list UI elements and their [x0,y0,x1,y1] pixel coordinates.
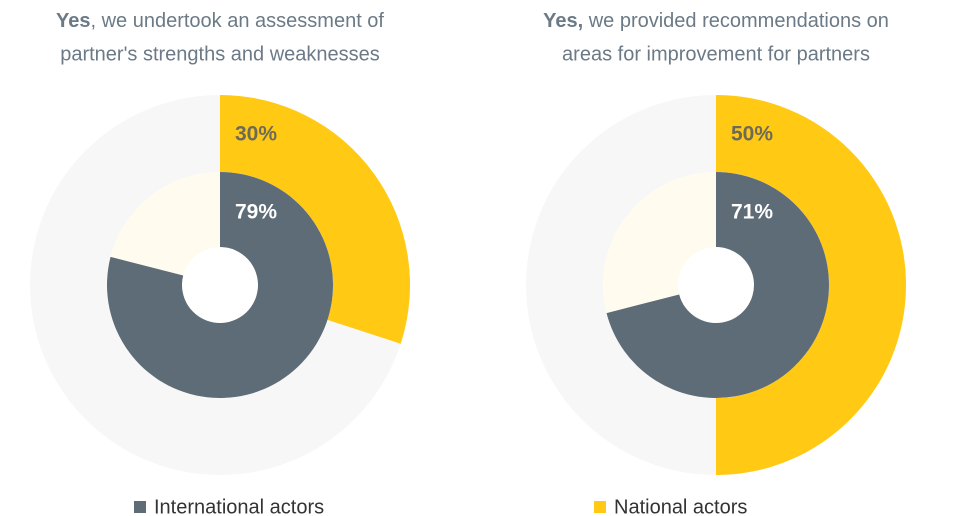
chart-title: Yes, we provided recommendations on [543,10,889,32]
title-text: we provided recommendations on [583,10,889,32]
legend-swatch [594,501,606,513]
legend-swatch [134,501,146,513]
legend-label: National actors [614,496,747,516]
title-bold: Yes [56,10,90,32]
title-bold: Yes, [543,10,583,32]
data-label: 71% [731,201,773,224]
chart-title: areas for improvement for partners [562,43,870,65]
data-label: 50% [731,123,773,146]
donut-segment [606,172,829,399]
title-text: , we undertook an assessment of [90,10,384,32]
chart-title: partner's strengths and weaknesses [60,43,380,65]
donut-segment [220,95,411,344]
donut-segment [106,172,333,399]
chart-title: Yes, we undertook an assessment of [56,10,384,32]
data-label: 30% [235,123,277,146]
donut-segment [716,95,906,475]
data-label: 79% [235,201,277,224]
legend-label: International actors [154,496,324,516]
